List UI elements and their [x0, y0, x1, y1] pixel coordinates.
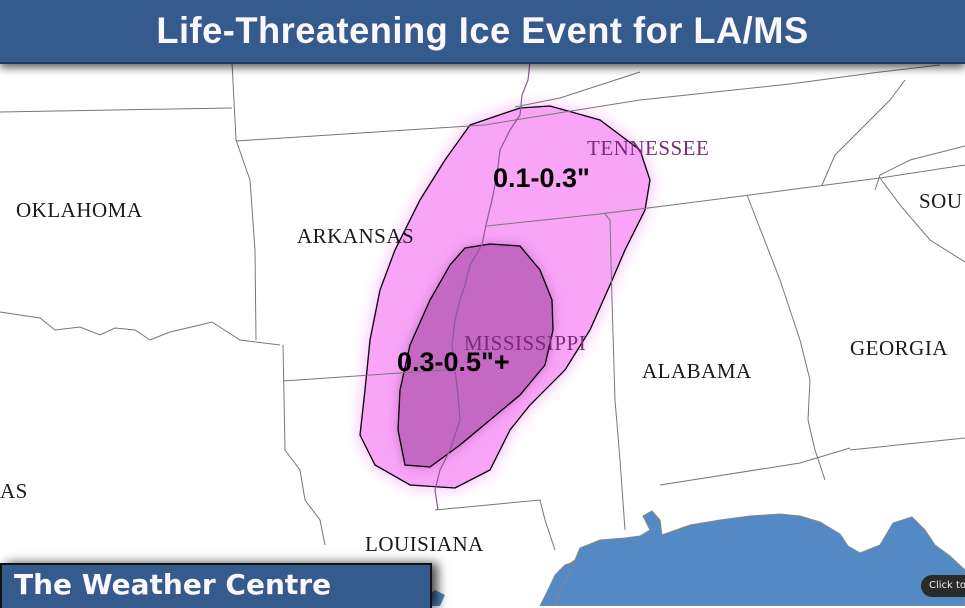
mississippi-delta-water: [539, 561, 577, 606]
footer-banner: The Weather Centre: [0, 563, 432, 608]
ice-amount-label-light: 0.1-0.3": [493, 163, 590, 193]
header-banner: Life-Threatening Ice Event for LA/MS: [0, 0, 965, 64]
ice-amount-label-heavy: 0.3-0.5"+: [397, 347, 510, 377]
state-label-mississippi: MISSISSIPPI: [464, 331, 587, 355]
state-label-louisiana: LOUISIANA: [365, 532, 484, 556]
page-title: Life-Threatening Ice Event for LA/MS: [156, 10, 809, 51]
state-borders: [0, 61, 965, 551]
state-label-tennessee: TENNESSEE: [587, 136, 710, 160]
state-label-texas: AS: [0, 479, 28, 503]
click-to-tooltip[interactable]: Click to a: [921, 575, 965, 597]
water-sw: [428, 590, 445, 606]
state-label-georgia: GEORGIA: [850, 336, 948, 360]
ice-zone-heavy: [397, 243, 554, 468]
brand-name: The Weather Centre: [14, 568, 332, 601]
state-label-alabama: ALABAMA: [642, 359, 752, 383]
state-label-south-carolina: SOU: [919, 189, 963, 213]
gulf-water: [544, 510, 965, 606]
state-label-oklahoma: OKLAHOMA: [16, 198, 143, 222]
state-label-arkansas: ARKANSAS: [297, 224, 415, 248]
mississippi-river: [434, 61, 531, 511]
